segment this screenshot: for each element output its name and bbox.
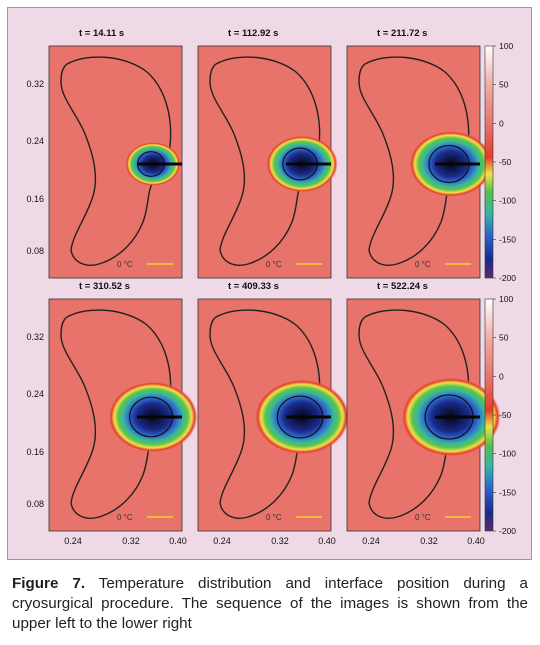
isotherm-label: 0 °C <box>415 513 431 522</box>
isotherm-label: 0 °C <box>117 260 133 269</box>
plot-panel: t = 14.11 s 0 °C <box>48 28 183 279</box>
isotherm-label: 0 °C <box>117 513 133 522</box>
y-tick-label: 0.16 <box>26 194 44 204</box>
x-tick-label: 0.24 <box>362 536 380 546</box>
x-tick-label: 0.24 <box>64 536 82 546</box>
plot-panel: t = 522.24 s 0 °C <box>346 281 501 532</box>
colorbar-tick-label: 100 <box>499 294 513 304</box>
colorbar-tick-label: -200 <box>499 526 516 536</box>
y-tick-label: 0.24 <box>26 389 44 399</box>
y-tick-label: 0.16 <box>26 447 44 457</box>
time-label: t = 112.92 s <box>228 28 278 39</box>
colorbar-tick-label: -50 <box>499 157 512 167</box>
colorbar-tick-label: -100 <box>499 449 516 459</box>
y-tick-label: 0.32 <box>26 332 44 342</box>
x-tick-label: 0.40 <box>318 536 336 546</box>
colorbar-tick-label: -150 <box>499 234 516 244</box>
time-label: t = 522.24 s <box>377 281 428 292</box>
isotherm-label: 0 °C <box>266 260 282 269</box>
x-tick-label: 0.40 <box>467 536 485 546</box>
caption-text: Temperature distribution and interface p… <box>12 575 528 632</box>
tissue-outline <box>209 309 321 519</box>
caption-label: Figure 7. <box>12 575 86 592</box>
time-label: t = 310.52 s <box>79 281 130 292</box>
colorbar-tick-label: 100 <box>499 41 513 51</box>
colorbar-tick-label: 0 <box>499 371 504 381</box>
plot-panel: t = 211.72 s 0 °C <box>346 28 493 279</box>
tissue-outline <box>60 309 172 519</box>
time-label: t = 14.11 s <box>79 28 124 39</box>
x-tick-label: 0.40 <box>169 536 187 546</box>
y-tick-label: 0.32 <box>26 79 44 89</box>
tissue-outline <box>358 56 470 266</box>
colorbar-tick-label: -150 <box>499 487 516 497</box>
colorbar-tick-label: -50 <box>499 410 512 420</box>
x-tick-label: 0.24 <box>213 536 231 546</box>
y-tick-label: 0.08 <box>26 499 44 509</box>
plot-panel: t = 409.33 s 0 °C <box>197 281 350 532</box>
colorbar <box>484 45 494 279</box>
tissue-outline <box>60 56 172 266</box>
time-label: t = 211.72 s <box>377 28 427 39</box>
colorbar <box>484 298 494 532</box>
tissue-outline <box>209 56 321 266</box>
plot-panel: t = 112.92 s 0 °C <box>197 28 338 279</box>
x-tick-label: 0.32 <box>420 536 438 546</box>
colorbar-tick-label: -200 <box>499 273 516 283</box>
colorbar-tick-label: 50 <box>499 333 509 343</box>
figure-caption: Figure 7. Temperature distribution and i… <box>12 574 528 634</box>
isotherm-label: 0 °C <box>266 513 282 522</box>
colorbar-tick-label: -100 <box>499 196 516 206</box>
y-tick-label: 0.24 <box>26 136 44 146</box>
plot-panel: t = 310.52 s 0 °C <box>48 281 198 532</box>
figure-panels: t = 14.11 s0 °Ct = 112.92 s0 °Ct = 211.7… <box>26 28 516 546</box>
colorbar-tick-label: 0 <box>499 118 504 128</box>
x-tick-label: 0.32 <box>122 536 140 546</box>
time-label: t = 409.33 s <box>228 281 279 292</box>
isotherm-label: 0 °C <box>415 260 431 269</box>
y-tick-label: 0.08 <box>26 246 44 256</box>
colorbar-tick-label: 50 <box>499 80 509 90</box>
x-tick-label: 0.32 <box>271 536 289 546</box>
tissue-outline <box>358 309 470 519</box>
